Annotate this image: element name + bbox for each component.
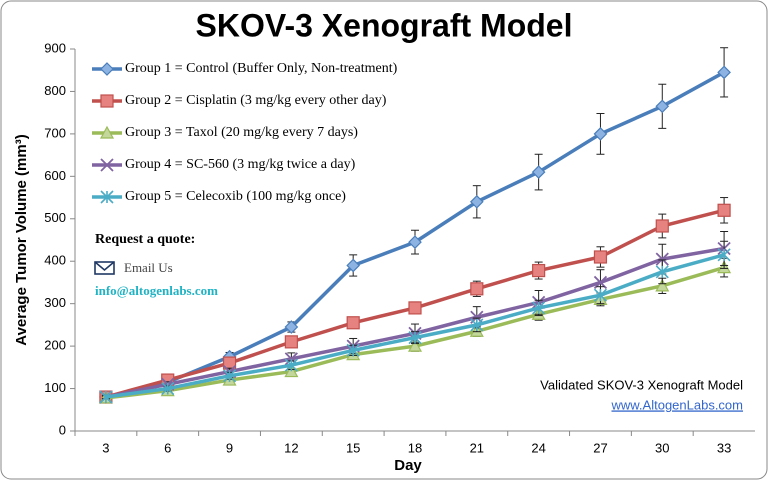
y-axis-label: Average Tumor Volume (mm³): [13, 134, 30, 345]
y-tick-label: 0: [59, 422, 66, 437]
marker: [407, 338, 423, 352]
x-tick-label: 9: [226, 440, 233, 455]
marker: [99, 125, 115, 139]
marker: [470, 282, 484, 296]
marker: [100, 62, 114, 76]
x-tick-label: 24: [531, 440, 545, 455]
marker: [717, 65, 731, 80]
email-icon[interactable]: [94, 261, 115, 275]
marker: [655, 99, 670, 114]
marker: [346, 316, 360, 330]
x-tick-label: 33: [717, 440, 731, 455]
chart-title: SKOV-3 Xenograft Model: [196, 7, 573, 43]
x-axis-label: Day: [394, 457, 422, 474]
email-address[interactable]: info@altogenlabs.com: [95, 283, 218, 298]
marker: [717, 203, 731, 217]
marker: [469, 194, 484, 209]
legend-label: Group 4 = SC-560 (3 mg/kg twice a day): [125, 157, 356, 172]
marker: [470, 318, 484, 332]
x-tick-label: 18: [408, 440, 422, 455]
x-tick-label: 27: [593, 440, 607, 455]
marker: [655, 219, 669, 233]
x-tick-label: 6: [164, 440, 171, 455]
y-tick-label: 100: [44, 380, 66, 395]
marker: [717, 248, 731, 262]
legend-label: Group 5 = Celecoxib (100 mg/kg once): [125, 189, 346, 204]
x-tick-label: 21: [470, 440, 484, 455]
x-tick-label: 15: [346, 440, 360, 455]
marker: [100, 190, 114, 204]
website-link[interactable]: www.AltogenLabs.com: [610, 397, 743, 412]
footer-text: Validated SKOV-3 Xenograft Model: [540, 377, 743, 392]
marker: [655, 278, 670, 292]
marker: [284, 358, 298, 372]
y-tick-label: 900: [44, 40, 66, 55]
quote-text: Request a quote:: [95, 232, 195, 247]
x-tick-label: 30: [655, 440, 669, 455]
y-tick-label: 200: [44, 338, 66, 353]
legend-label: Group 3 = Taxol (20 mg/kg every 7 days): [125, 125, 358, 140]
marker: [593, 288, 608, 302]
y-tick-label: 400: [44, 253, 66, 268]
marker: [100, 158, 114, 172]
marker: [532, 263, 546, 278]
marker: [408, 301, 422, 315]
marker: [532, 301, 546, 315]
legend-label: Group 1 = Control (Buffer Only, Non-trea…: [125, 61, 398, 76]
y-tick-label: 300: [44, 295, 66, 310]
marker: [346, 258, 361, 273]
y-tick-label: 700: [44, 125, 66, 140]
legend-label: Group 2 = Cisplatin (3 mg/kg every other…: [125, 93, 387, 108]
marker: [284, 320, 299, 334]
marker: [593, 127, 608, 141]
marker: [99, 390, 113, 404]
marker: [655, 252, 669, 266]
y-tick-label: 800: [44, 83, 66, 98]
marker: [593, 250, 608, 264]
y-tick-label: 500: [44, 210, 66, 225]
marker: [346, 343, 360, 357]
marker: [408, 235, 422, 249]
marker: [100, 94, 114, 108]
x-tick-label: 3: [102, 440, 109, 455]
x-tick-label: 12: [284, 440, 298, 455]
marker: [655, 265, 669, 279]
marker: [161, 381, 175, 396]
marker: [222, 369, 237, 383]
marker: [531, 165, 546, 179]
marker: [408, 331, 422, 345]
y-tick-label: 600: [44, 168, 66, 183]
marker: [284, 335, 298, 349]
email-link[interactable]: Email Us: [124, 260, 173, 275]
